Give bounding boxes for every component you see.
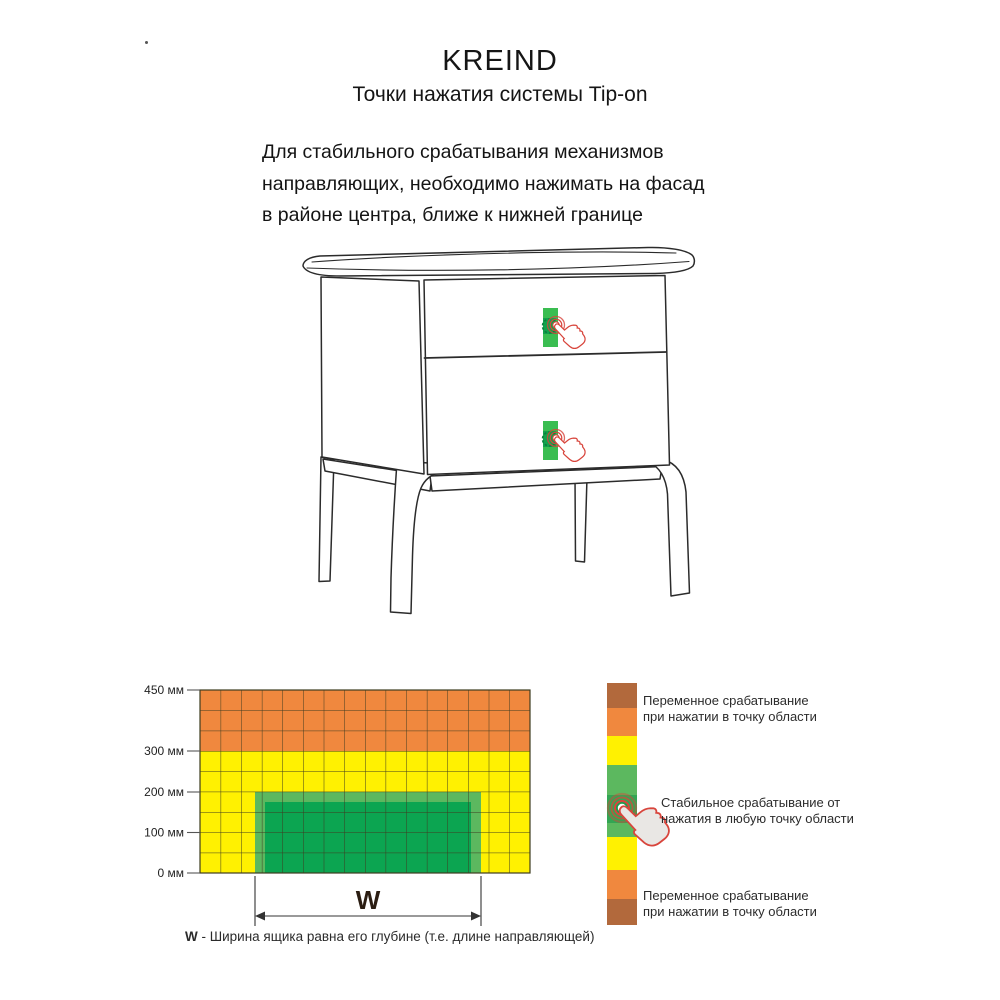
leg-front-left — [389, 460, 442, 615]
arrowhead-left — [255, 911, 265, 921]
intro-line: Для стабильного срабатывания механизмов — [262, 141, 664, 163]
axis-label: 0 мм — [157, 866, 184, 880]
brand-title: KREIND — [442, 45, 558, 77]
legend-line: Переменное срабатывание — [643, 888, 809, 903]
legend-seg-brown-bottom — [607, 899, 637, 925]
arrowhead-right — [471, 911, 481, 921]
legend-line: нажатия в любую точку области — [661, 810, 854, 826]
legend-seg-orange-top — [607, 708, 637, 736]
legend-line: Переменное срабатывание — [643, 693, 809, 708]
width-dimension — [254, 876, 482, 926]
cabinet-front-face — [423, 274, 671, 476]
caption-symbol: W — [185, 929, 198, 944]
axis-label: 450 мм — [144, 683, 184, 697]
legend-text-stable: Стабильное срабатывание от нажатия в люб… — [661, 795, 854, 826]
grid-border — [199, 689, 531, 874]
leg-back-left — [318, 456, 335, 583]
cabinet-top-lid — [302, 246, 696, 277]
drawer-divider-line — [423, 351, 667, 359]
leg-back-right — [574, 475, 588, 563]
grid-lines — [200, 690, 530, 873]
legend-seg-yellow-top — [607, 736, 637, 765]
touch-rings — [606, 792, 638, 824]
lid-molding-line — [311, 251, 677, 263]
axis-label: 100 мм — [144, 826, 184, 840]
legend-line: Стабильное срабатывание от — [661, 795, 841, 810]
intro-paragraph: Для стабильного срабатывания механизмов … — [262, 137, 705, 232]
legend-line: при нажатии в точку области — [643, 903, 817, 919]
intro-line: направляющих, необходимо нажимать на фас… — [262, 172, 705, 195]
legend-seg-green-bottom — [607, 823, 637, 837]
legend-line: при нажатии в точку области — [643, 708, 817, 724]
page-subtitle: Точки нажатия системы Tip-on — [352, 83, 648, 106]
nightstand-drawing — [302, 246, 696, 615]
cabinet-side-panel — [320, 276, 425, 475]
base-front-rail — [429, 465, 663, 492]
diagram-caption: W - Ширина ящика равна его глубине (т.е.… — [185, 929, 594, 944]
stray-dot — [145, 41, 148, 44]
leg-front-right — [649, 458, 691, 597]
legend-text-variable-bottom: Переменное срабатывание при нажатии в то… — [643, 888, 817, 919]
axis-label: 200 мм — [144, 785, 184, 799]
legend-seg-yellow-bottom — [607, 837, 637, 870]
caption-text: - Ширина ящика равна его глубине (т.е. д… — [197, 929, 595, 944]
width-label: W — [356, 885, 381, 915]
legend-seg-green-top — [607, 765, 637, 795]
legend-seg-brown-top — [607, 683, 637, 708]
header: KREIND Точки нажатия системы Tip-on — [0, 44, 1000, 110]
axis-ticks — [187, 689, 200, 874]
press-point-bottom-drawer — [541, 421, 589, 466]
axis-label: 300 мм — [144, 744, 184, 758]
axis-labels: 450 мм 300 мм 200 мм 100 мм 0 мм — [144, 683, 184, 880]
legend-text-variable-top: Переменное срабатывание при нажатии в то… — [643, 693, 817, 724]
press-zone-grid-diagram: 450 мм 300 мм 200 мм 100 мм 0 мм W — [144, 683, 531, 926]
intro-line: в районе центра, ближе к нижней границе — [262, 204, 643, 226]
legend-seg-orange-bottom — [607, 870, 637, 899]
press-point-top-drawer — [541, 308, 589, 353]
legend-press-icon — [606, 789, 675, 853]
lid-molding-line — [306, 260, 690, 271]
